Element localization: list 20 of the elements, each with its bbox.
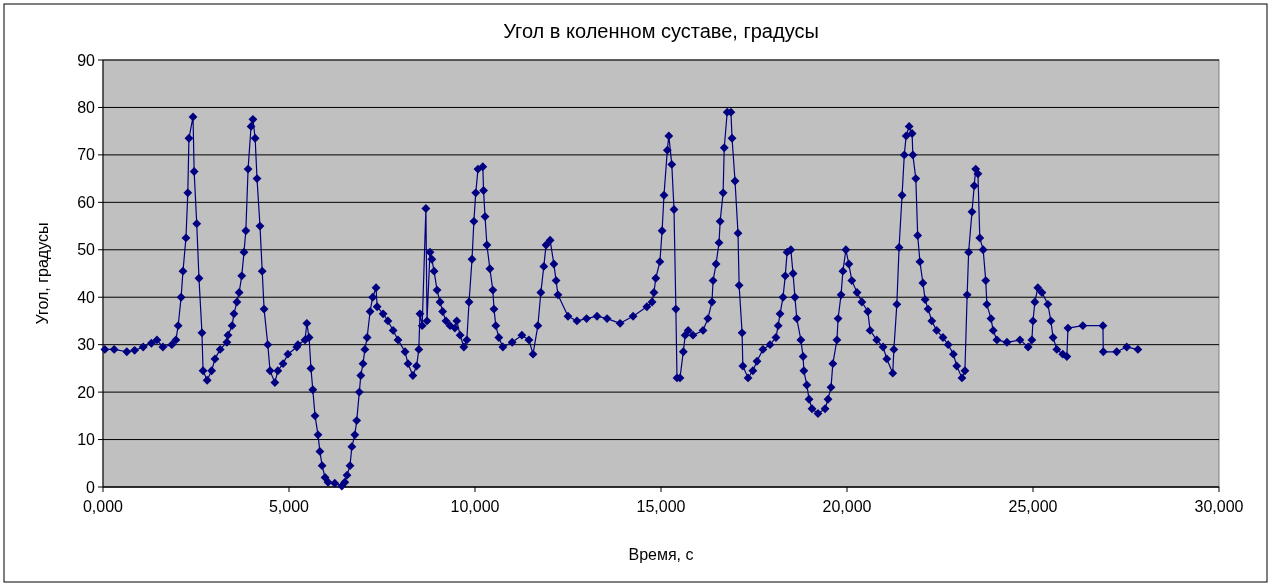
y-tick-label: 20 xyxy=(77,383,96,401)
x-tick-label: 30,000 xyxy=(1194,498,1244,515)
x-tick-label: 10,000 xyxy=(450,498,500,515)
y-tick-label: 90 xyxy=(77,51,96,69)
x-tick-label: 25,000 xyxy=(1008,498,1058,515)
x-axis-title: Время, с xyxy=(628,546,694,563)
y-tick-label: 80 xyxy=(77,99,96,117)
y-tick-label: 10 xyxy=(77,431,96,449)
y-tick-label: 50 xyxy=(77,241,96,259)
x-tick-label: 15,000 xyxy=(636,498,686,515)
y-tick-label: 30 xyxy=(77,336,96,354)
chart-title: Угол в коленном суставе, градусы xyxy=(503,20,819,42)
y-tick-label: 40 xyxy=(77,288,96,306)
y-tick-label: 0 xyxy=(86,478,96,496)
y-axis-title: Угол, градусы xyxy=(34,222,51,325)
x-tick-label: 0,000 xyxy=(82,498,124,515)
y-tick-label: 60 xyxy=(77,193,96,211)
x-tick-label: 20,000 xyxy=(822,498,872,515)
x-tick-label: 5,000 xyxy=(268,498,310,515)
y-tick-label: 70 xyxy=(77,146,96,164)
